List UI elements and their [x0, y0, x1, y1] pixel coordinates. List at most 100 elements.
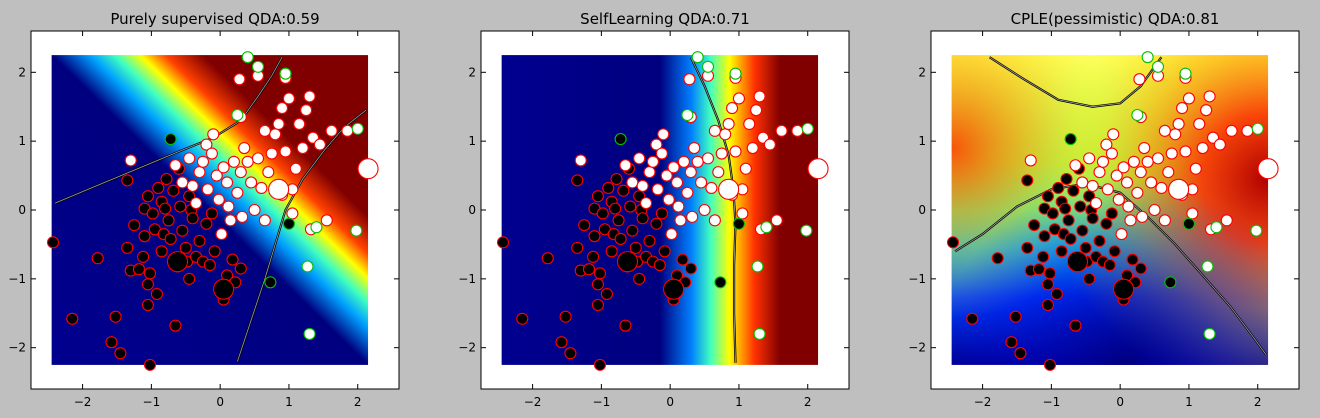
- unlabeled-point-class1: [646, 155, 660, 168]
- unlabeled-point-class1: [1076, 176, 1089, 189]
- unlabeled-point-class1: [670, 176, 684, 189]
- unlabeled-point-class1: [220, 176, 234, 189]
- unlabeled-point-class1: [698, 203, 711, 217]
- unlabeled-point-class0: [1055, 245, 1068, 258]
- unlabeled-point-class1: [124, 154, 137, 167]
- unlabeled-point-class0: [643, 234, 656, 248]
- panel-2-title: SelfLearning QDA:0.71: [580, 10, 750, 28]
- unlabeled-point-class1: [722, 117, 735, 130]
- unlabeled-point-class1: [320, 214, 333, 227]
- y-tick-label: −1: [8, 272, 26, 286]
- x-tick-label: −2: [74, 395, 92, 409]
- unlabeled-point-class0: [176, 224, 189, 237]
- unlabeled-point-class1: [1200, 104, 1213, 117]
- unlabeled-point-class1: [739, 162, 752, 175]
- unlabeled-point-class0: [193, 234, 206, 248]
- unlabeled-point-class0: [1093, 234, 1106, 248]
- unlabeled-point-class1: [1133, 73, 1146, 86]
- unlabeled-point-class1: [1083, 152, 1096, 165]
- labeled-point-class1: [1210, 221, 1223, 234]
- unlabeled-point-class1: [691, 155, 704, 168]
- x-tick-label: −1: [593, 395, 611, 409]
- labeled-point-class1: [241, 51, 254, 64]
- decision-boundary-highlight: [989, 56, 1162, 108]
- labeled-point-class1: [310, 221, 323, 234]
- y-tick-label: 0: [918, 203, 926, 217]
- labeled-point-class1: [691, 51, 704, 64]
- unlabeled-point-class1: [705, 181, 718, 195]
- x-tick-label: 0: [1116, 395, 1124, 409]
- unlabeled-point-class0: [1060, 172, 1073, 186]
- unlabeled-point-class1: [662, 193, 675, 206]
- unlabeled-point-class1: [1176, 102, 1189, 115]
- labeled-point-class1: [801, 122, 814, 135]
- unlabeled-point-class1: [1189, 162, 1202, 175]
- unlabeled-point-class1: [1225, 124, 1238, 137]
- labeled-point-class1: [301, 260, 314, 273]
- unlabeled-point-class1: [245, 176, 258, 189]
- unlabeled-point-class0: [633, 272, 646, 285]
- x-tick-label: −2: [974, 395, 992, 409]
- unlabeled-point-class1: [289, 162, 302, 175]
- unlabeled-point-class1: [636, 179, 649, 192]
- unlabeled-point-class1: [1127, 155, 1140, 168]
- unlabeled-point-class1: [210, 169, 223, 182]
- unlabeled-point-class1: [729, 145, 742, 158]
- labeled-point-class1: [1203, 327, 1216, 340]
- unlabeled-point-class0: [602, 181, 615, 195]
- labeled-point-class1: [350, 224, 363, 237]
- x-tick-label: −2: [524, 395, 542, 409]
- unlabeled-point-class1: [650, 138, 663, 151]
- unlabeled-point-class1: [1124, 214, 1137, 227]
- unlabeled-point-class0: [516, 312, 529, 325]
- labeled-point-class1-large: [1168, 178, 1190, 200]
- unlabeled-point-class0: [1028, 219, 1041, 232]
- unlabeled-point-class1: [1110, 169, 1123, 182]
- unlabeled-point-class1: [1203, 90, 1216, 103]
- unlabeled-point-class0: [555, 336, 568, 349]
- unlabeled-point-class1: [1196, 141, 1209, 155]
- labeled-point-class1: [1141, 51, 1154, 64]
- unlabeled-point-class1: [684, 166, 697, 179]
- unlabeled-point-class0: [152, 181, 165, 195]
- unlabeled-point-class1: [719, 128, 732, 141]
- y-tick-label: 2: [18, 65, 26, 79]
- unlabeled-point-class0: [46, 236, 60, 249]
- unlabeled-point-class1: [695, 176, 708, 189]
- unlabeled-point-class1: [169, 159, 182, 172]
- unlabeled-point-class0: [591, 190, 604, 203]
- labeled-point-class1: [1201, 260, 1214, 273]
- unlabeled-point-class1: [231, 186, 244, 199]
- unlabeled-point-class1: [193, 166, 206, 179]
- panel-2: −2 −1 0 1 2 −2 −1 0 1 2: [458, 30, 850, 409]
- unlabeled-point-class1: [667, 161, 680, 174]
- labeled-point-class0: [264, 276, 277, 289]
- unlabeled-point-class1: [726, 102, 739, 115]
- unlabeled-point-class0: [1041, 298, 1054, 312]
- unlabeled-point-class1: [1069, 159, 1082, 172]
- y-tick-label: 0: [468, 203, 476, 217]
- labeled-point-class1: [231, 108, 244, 122]
- y-tick-label: 1: [18, 134, 26, 148]
- labeled-point-class1: [1131, 108, 1144, 122]
- unlabeled-point-class1: [1090, 197, 1103, 210]
- unlabeled-point-class0: [591, 298, 604, 312]
- unlabeled-point-class0: [591, 278, 604, 291]
- x-tick-label: 2: [1254, 395, 1262, 409]
- unlabeled-point-class0: [1038, 230, 1051, 243]
- unlabeled-point-class1: [1115, 228, 1128, 241]
- unlabeled-point-class0: [658, 245, 671, 258]
- unlabeled-point-class1: [1165, 147, 1178, 160]
- unlabeled-point-class1: [712, 166, 725, 179]
- unlabeled-point-class0: [1041, 278, 1054, 291]
- panel-1: −2 −1 0 1 2 −2 −1 0 1 2: [8, 30, 400, 409]
- unlabeled-point-class0: [684, 262, 697, 275]
- unlabeled-point-class1: [1093, 166, 1106, 179]
- unlabeled-point-class1: [276, 102, 289, 115]
- unlabeled-point-class1: [255, 181, 268, 195]
- unlabeled-point-class1: [683, 73, 696, 86]
- unlabeled-point-class0: [160, 172, 173, 186]
- unlabeled-point-class1: [207, 128, 220, 141]
- unlabeled-point-class1: [655, 147, 668, 160]
- labeled-point-class1: [1151, 60, 1165, 73]
